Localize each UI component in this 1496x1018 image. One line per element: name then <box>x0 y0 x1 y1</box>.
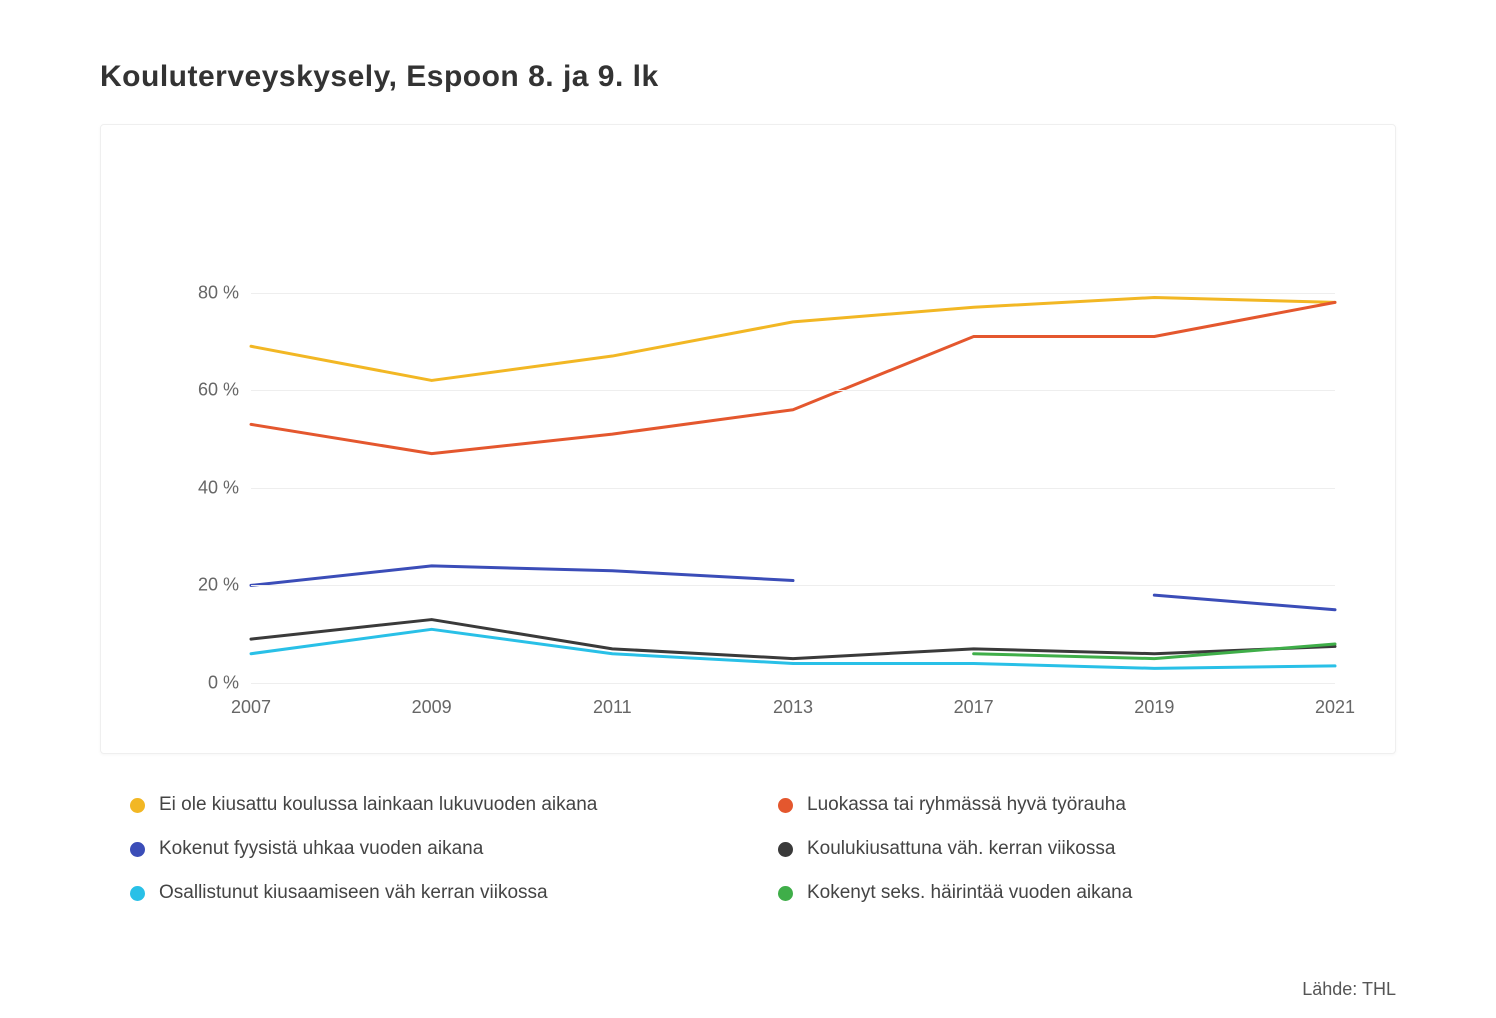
series-line-ei_kiusattu <box>251 297 1335 380</box>
gridline <box>251 683 1335 684</box>
chart-legend: Ei ole kiusattu koulussa lainkaan lukuvu… <box>100 754 1396 904</box>
legend-label: Kokenut fyysistä uhkaa vuoden aikana <box>159 838 483 860</box>
gridline <box>251 585 1335 586</box>
source-label: Lähde: THL <box>1302 979 1396 1000</box>
x-axis-label: 2011 <box>593 697 632 718</box>
x-axis-label: 2013 <box>773 697 813 718</box>
legend-item-ei_kiusattu: Ei ole kiusattu koulussa lainkaan lukuvu… <box>130 794 718 816</box>
x-axis-label: 2007 <box>231 697 271 718</box>
legend-dot-icon <box>130 886 145 901</box>
x-axis-label: 2019 <box>1134 697 1174 718</box>
legend-item-tyorauha: Luokassa tai ryhmässä hyvä työrauha <box>778 794 1366 816</box>
gridline <box>251 390 1335 391</box>
series-line-osallistunut_kiusaamiseen <box>251 629 1335 668</box>
y-axis-label: 0 % <box>208 673 239 694</box>
legend-label: Ei ole kiusattu koulussa lainkaan lukuvu… <box>159 794 597 816</box>
legend-item-koulukiusattu: Koulukiusattuna väh. kerran viikossa <box>778 838 1366 860</box>
series-line-koulukiusattu <box>251 620 1335 659</box>
x-axis-label: 2021 <box>1315 697 1355 718</box>
legend-dot-icon <box>778 798 793 813</box>
page-root: Kouluterveyskysely, Espoon 8. ja 9. lk 0… <box>0 0 1496 1018</box>
legend-dot-icon <box>130 798 145 813</box>
legend-label: Luokassa tai ryhmässä hyvä työrauha <box>807 794 1126 816</box>
y-axis-label: 40 % <box>198 477 239 498</box>
y-axis-label: 20 % <box>198 575 239 596</box>
legend-label: Osallistunut kiusaamiseen väh kerran vii… <box>159 882 548 904</box>
legend-item-seks_hairinta: Kokenyt seks. häirintää vuoden aikana <box>778 882 1366 904</box>
legend-dot-icon <box>778 842 793 857</box>
legend-label: Koulukiusattuna väh. kerran viikossa <box>807 838 1115 860</box>
legend-label: Kokenyt seks. häirintää vuoden aikana <box>807 882 1132 904</box>
plot-area: 0 %20 %40 %60 %80 %200720092011201320172… <box>251 195 1335 683</box>
series-line-fyysinen_uhka <box>1154 595 1335 610</box>
gridline <box>251 293 1335 294</box>
legend-dot-icon <box>778 886 793 901</box>
legend-item-osallistunut_kiusaamiseen: Osallistunut kiusaamiseen väh kerran vii… <box>130 882 718 904</box>
series-line-fyysinen_uhka <box>251 566 793 586</box>
legend-dot-icon <box>130 842 145 857</box>
gridline <box>251 488 1335 489</box>
chart-title: Kouluterveyskysely, Espoon 8. ja 9. lk <box>100 60 1396 94</box>
x-axis-label: 2017 <box>954 697 994 718</box>
legend-item-fyysinen_uhka: Kokenut fyysistä uhkaa vuoden aikana <box>130 838 718 860</box>
chart-card: 0 % 20 % 40 % 60 % 80 % 2007 2009 2011 2013 2017 2… <box>100 124 1396 754</box>
y-axis-label: 60 % <box>198 380 239 401</box>
y-axis-label: 80 % <box>198 282 239 303</box>
chart-lines-svg <box>251 195 1335 683</box>
x-axis-label: 2009 <box>412 697 452 718</box>
